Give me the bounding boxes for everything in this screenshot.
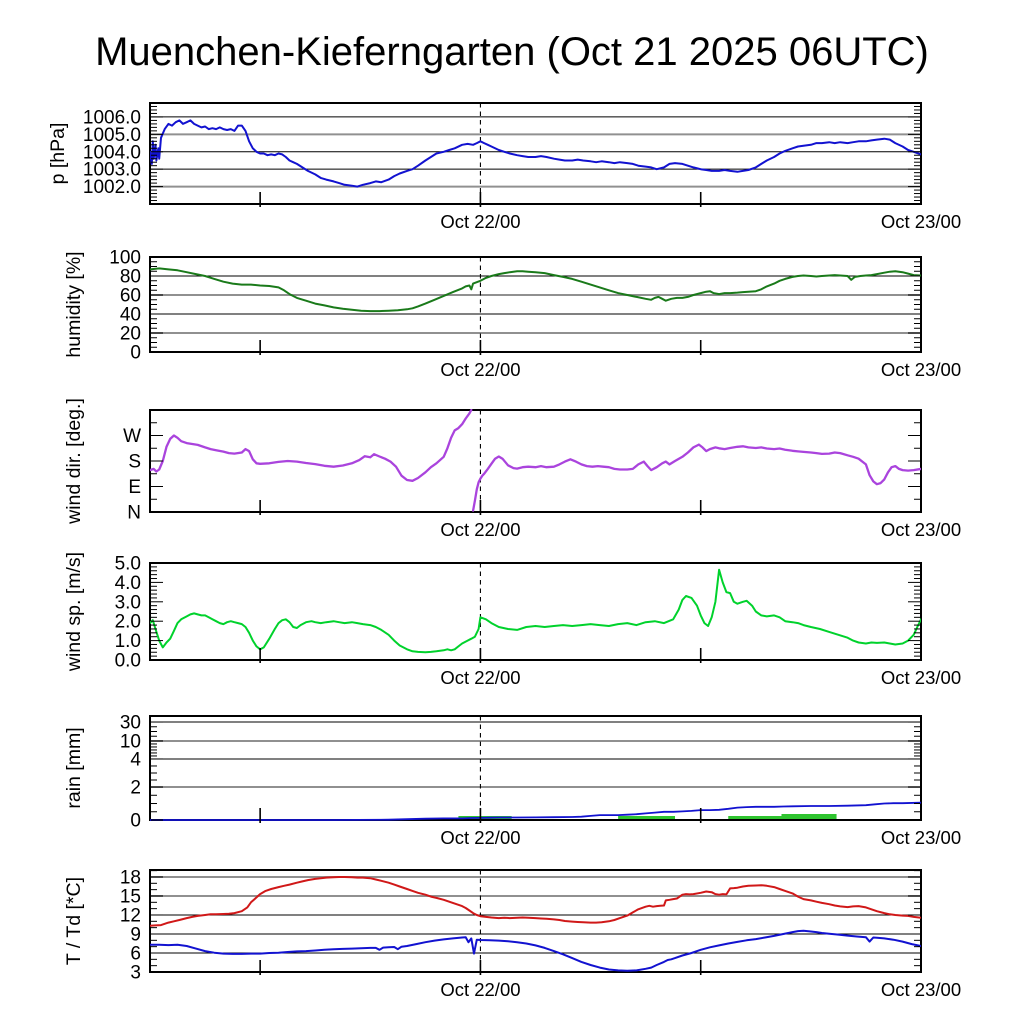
y-tick-label: W	[123, 426, 141, 447]
y-tick-label: 6	[130, 943, 141, 964]
series-wind_speed	[150, 568, 921, 654]
x-axis-label: Oct 23/00	[881, 519, 961, 540]
y-axis-title: rain [mm]	[63, 727, 85, 808]
x-axis-label: Oct 22/00	[440, 211, 520, 232]
panel-frame	[149, 409, 922, 513]
y-tick-label: 1004.0	[83, 142, 141, 163]
y-tick-label: 3	[130, 963, 141, 984]
rain-bar-segment	[781, 814, 837, 819]
y-tick-label: E	[128, 477, 141, 498]
x-axis-label: Oct 22/00	[440, 827, 520, 848]
y-tick-label: 5.0	[115, 554, 141, 575]
y-tick-label: 18	[120, 867, 141, 888]
y-tick-label: 60	[120, 286, 141, 307]
panel-frame	[149, 715, 922, 821]
x-axis-label: Oct 23/00	[881, 979, 961, 1000]
series-rain_accumulated	[150, 801, 921, 821]
x-axis-label: Oct 23/00	[881, 359, 961, 380]
series-wind_direction	[471, 443, 921, 512]
y-tick-label: 4.0	[115, 573, 141, 594]
y-tick-label: 12	[120, 905, 141, 926]
series-pressure	[150, 119, 921, 188]
series-dewpoint	[150, 929, 921, 972]
y-axis-title: wind dir. [deg.]	[63, 398, 85, 525]
y-tick-label: 1003.0	[83, 160, 141, 181]
y-tick-label: 1.0	[115, 631, 141, 652]
y-tick-label: 0	[130, 343, 141, 364]
y-tick-label: 0	[130, 811, 141, 832]
rain-bar-segment	[728, 816, 782, 819]
y-axis-title: p [hPa]	[47, 123, 69, 185]
y-tick-label: 10	[120, 731, 141, 752]
y-tick-label: 0.0	[115, 651, 141, 672]
panel-frame	[149, 562, 922, 661]
y-tick-label: 100	[109, 248, 141, 269]
panel-wind_speed: 5.04.03.02.01.00.0 wind sp. [m/s] Oct 22/0…	[63, 552, 961, 688]
y-tick-label: 40	[120, 305, 141, 326]
series-temperature	[150, 876, 921, 927]
x-axis-label: Oct 22/00	[440, 359, 520, 380]
y-tick-label: 2	[130, 778, 141, 799]
y-tick-label: 1006.0	[83, 107, 141, 128]
panel-frame	[149, 869, 922, 973]
x-axis-label: Oct 23/00	[881, 211, 961, 232]
series-wind_direction	[150, 409, 473, 482]
y-tick-label: 3.0	[115, 592, 141, 613]
y-tick-label: 15	[120, 886, 141, 907]
y-axis-title: wind sp. [m/s]	[63, 552, 85, 672]
rain-bar-segment	[618, 816, 676, 819]
series-humidity	[150, 267, 921, 313]
x-axis-label: Oct 22/00	[440, 979, 520, 1000]
y-axis-title: humidity [%]	[63, 251, 85, 357]
y-tick-label: 2.0	[115, 612, 141, 633]
y-tick-label: S	[128, 452, 141, 473]
x-axis-label: Oct 23/00	[881, 827, 961, 848]
chart-title: Muenchen-Kieferngarten (Oct 21 2025 06UT…	[95, 30, 929, 74]
x-axis-label: Oct 22/00	[440, 667, 520, 688]
x-axis-label: Oct 22/00	[440, 519, 520, 540]
y-tick-label: 80	[120, 267, 141, 288]
y-tick-label: 1002.0	[83, 177, 141, 198]
y-axis-title: T / Td [*C]	[63, 877, 85, 965]
y-tick-label: N	[127, 503, 141, 524]
panel-frame	[149, 256, 922, 353]
y-tick-label: 20	[120, 324, 141, 345]
y-tick-label: 4	[130, 749, 141, 770]
y-tick-label: 1005.0	[83, 125, 141, 146]
y-tick-label: 9	[130, 924, 141, 945]
x-axis-label: Oct 23/00	[881, 667, 961, 688]
y-tick-label: 30	[120, 713, 141, 734]
